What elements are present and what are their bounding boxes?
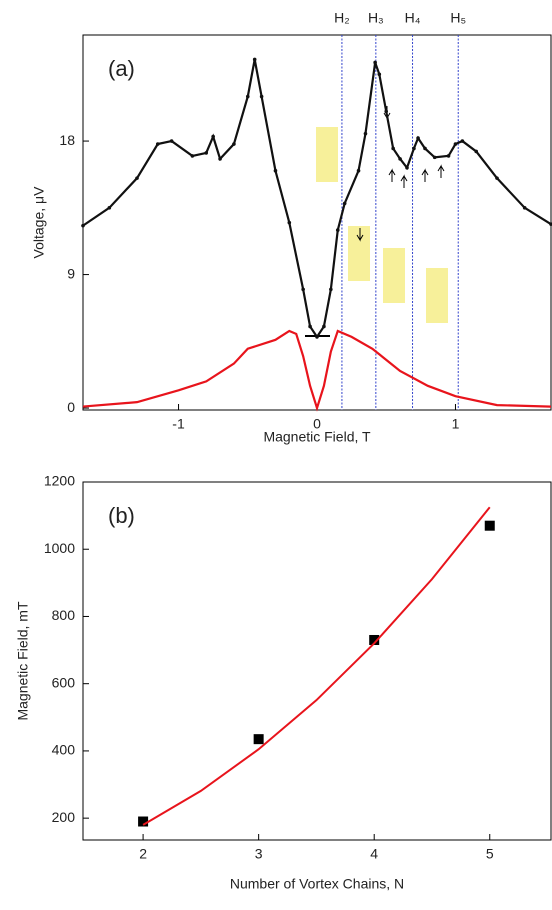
field-marker-label: H₃: [368, 10, 384, 26]
y-tick-label: 400: [52, 742, 76, 758]
data-point: [322, 324, 326, 329]
data-point: [301, 287, 305, 292]
x-tick-label: 1: [452, 416, 460, 432]
series-line: [82, 59, 552, 339]
plot-frame: [82, 481, 552, 841]
field-marker-label: H₄: [405, 10, 421, 26]
data-point: [253, 734, 264, 745]
lattice-box: [426, 268, 448, 323]
data-point: [335, 228, 340, 232]
data-point: [453, 142, 458, 146]
data-point: [169, 139, 174, 143]
data-point: [484, 520, 495, 531]
series-line: [142, 506, 491, 826]
x-tick-label: 2: [139, 846, 147, 862]
data-point: [308, 324, 312, 329]
data-point: [211, 134, 215, 139]
y-tick-label: 9: [67, 265, 75, 281]
y-tick-label: 0: [67, 399, 75, 415]
data-point: [446, 154, 451, 158]
data-point: [232, 142, 236, 146]
x-tick-label: 0: [313, 416, 321, 432]
data-point: [549, 222, 552, 226]
data-point: [398, 157, 402, 161]
panel-label: (b): [108, 503, 135, 528]
annotations: [305, 106, 448, 337]
arrow: [421, 168, 429, 182]
lattice-box: [316, 127, 338, 182]
y-tick-label: 200: [52, 809, 76, 825]
data-point: [190, 154, 195, 158]
data-point: [204, 151, 209, 155]
data-point: [373, 60, 377, 65]
data-point: [252, 57, 257, 62]
arrow: [437, 164, 445, 178]
data-point: [391, 146, 395, 151]
y-tick-label: 800: [52, 607, 76, 623]
data-point: [329, 287, 333, 292]
data-point: [377, 72, 382, 77]
data-point: [432, 155, 437, 160]
data-point: [495, 176, 499, 180]
field-marker-label: H₅: [450, 10, 466, 26]
data-point: [474, 149, 479, 154]
series-line: [82, 329, 552, 412]
data-point: [259, 94, 264, 99]
field-marker-label: H₂: [334, 10, 350, 26]
data-point: [315, 335, 319, 339]
data-point: [138, 816, 149, 827]
x-tick-label: 3: [255, 846, 263, 862]
data-point: [273, 168, 278, 173]
arrow: [356, 228, 364, 242]
data-point: [245, 94, 250, 99]
panel-label: (a): [108, 56, 135, 81]
y-tick-label: 1200: [44, 473, 75, 489]
data-point: [218, 157, 222, 161]
x-tick-label: -1: [172, 416, 185, 432]
data-point: [363, 131, 368, 136]
plot-frame: [82, 34, 552, 411]
data-point: [287, 220, 292, 225]
arrow: [388, 168, 396, 182]
x-tick-label: 5: [486, 846, 494, 862]
y-axis-title: Magnetic Field, mT: [15, 601, 31, 720]
data-point: [81, 223, 85, 228]
data-point: [416, 136, 420, 140]
y-axis-title: Voltage, μV: [31, 186, 47, 259]
data-point: [423, 146, 427, 151]
x-axis-title: Number of Vortex Chains, N: [230, 876, 404, 892]
x-tick-label: 4: [370, 846, 378, 862]
data-point: [369, 634, 380, 645]
data-point: [356, 168, 361, 173]
data-point: [405, 165, 409, 170]
y-tick-label: 18: [59, 132, 75, 148]
data-point: [107, 206, 112, 210]
data-point: [135, 176, 139, 180]
arrow: [400, 174, 408, 188]
data-point: [412, 146, 416, 151]
y-tick-label: 600: [52, 674, 76, 690]
data-point: [384, 109, 389, 114]
data-point: [522, 206, 527, 210]
y-tick-label: 1000: [44, 540, 75, 556]
data-point: [460, 139, 465, 143]
data-point: [155, 142, 160, 146]
data-point: [342, 201, 347, 206]
x-axis-title: Magnetic Field, T: [263, 429, 371, 445]
lattice-box: [383, 248, 405, 303]
lattice-box: [348, 226, 370, 281]
